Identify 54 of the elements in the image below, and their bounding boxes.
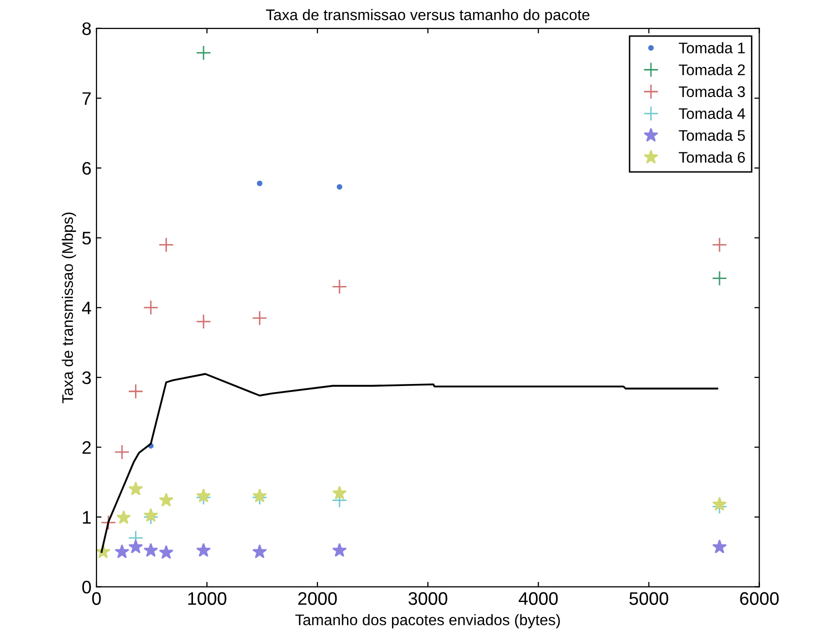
point [114,444,130,460]
legend-label: Tomada 4 [678,108,746,120]
point [712,237,728,252]
point [252,488,267,502]
legend-label: Tomada 2 [678,64,745,76]
point [712,496,727,511]
point [144,508,158,522]
legend-label: Tomada 1 [678,42,745,54]
y-tick-label: 7 [82,92,91,105]
legend-label: Tomada 5 [678,130,745,141]
y-tick-label: 1 [82,511,91,524]
y-tick-label: 6 [82,162,91,175]
point [332,486,347,500]
y-tick-label: 2 [82,441,91,454]
y-tick-label: 8 [82,22,91,36]
y-axis-title: Taxa de transmissao (Mbps) [62,212,76,404]
x-tick-label: 2000 [298,592,337,605]
point [196,45,212,60]
y-tick-label: 3 [82,371,91,384]
x-axis-title: Tamanho dos pacotes enviados (bytes) [295,614,560,628]
point [158,237,174,252]
point [143,300,158,316]
point [196,488,211,502]
point [128,539,143,554]
x-tick-label: 5000 [629,592,668,605]
point [196,314,212,330]
point [252,544,267,558]
point [158,492,174,507]
point [100,514,116,530]
point [712,270,728,286]
x-tick-label: 0 [92,592,101,605]
x-tick-label: 1000 [188,592,226,605]
x-tick-label: 3000 [408,592,448,605]
point [332,542,347,557]
point [196,542,211,557]
point [256,180,262,186]
legend-label: Tomada 3 [678,86,745,98]
y-tick-label: 4 [82,302,92,314]
y-tick-label: 0 [82,580,91,594]
point [712,539,727,554]
point [128,384,144,400]
point [116,510,131,524]
legend-label: Tomada 6 [678,152,745,163]
point [128,481,143,496]
point [144,542,158,557]
point [336,184,342,190]
point [114,544,130,558]
x-tick-label: 4000 [518,592,558,605]
point [158,544,174,559]
y-tick-label: 5 [82,232,91,245]
point [332,279,348,294]
chart-title: Taxa de transmissao versus tamanho do pacote [266,8,590,24]
point [252,310,268,326]
x-tick-label: 6000 [740,592,779,605]
